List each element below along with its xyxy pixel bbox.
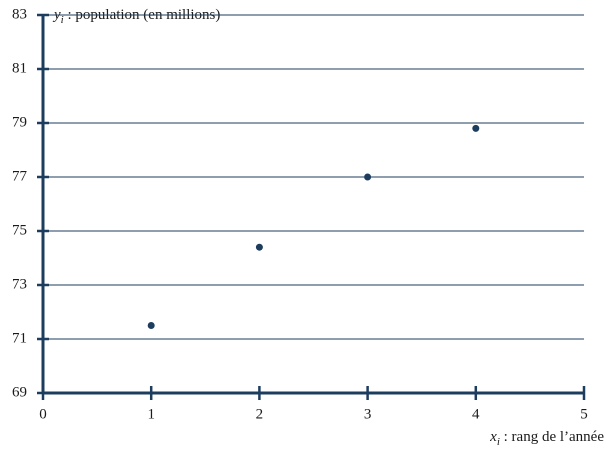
x-axis-label: xi : rang de l’année	[489, 429, 604, 447]
point	[255, 243, 263, 251]
y-tick-label: 81	[12, 60, 27, 76]
point	[472, 124, 480, 132]
y-tick-label: 83	[12, 6, 27, 22]
x-label-text: : rang de l’année	[500, 429, 604, 445]
y-axis-label: yi : population (en millions)	[52, 7, 220, 25]
y-tick-label: 69	[12, 384, 27, 400]
x-subscript: i	[497, 436, 500, 448]
y-tick-label: 75	[12, 222, 27, 238]
x-tick-label: 0	[39, 406, 47, 422]
y-tick-label: 73	[12, 276, 27, 292]
x-tick-label: 3	[364, 406, 372, 422]
x-symbol: x	[489, 429, 497, 445]
x-tick-label: 5	[580, 406, 588, 422]
x-tick-label: 1	[147, 406, 155, 422]
y-subscript: i	[61, 14, 64, 26]
y-tick-label: 79	[12, 114, 27, 130]
point	[147, 322, 155, 329]
x-tick-label: 4	[472, 406, 480, 422]
x-tick-label: 2	[256, 406, 264, 422]
y-tick-label: 71	[12, 330, 27, 346]
y-tick-label: 77	[12, 168, 28, 184]
point	[364, 173, 372, 181]
